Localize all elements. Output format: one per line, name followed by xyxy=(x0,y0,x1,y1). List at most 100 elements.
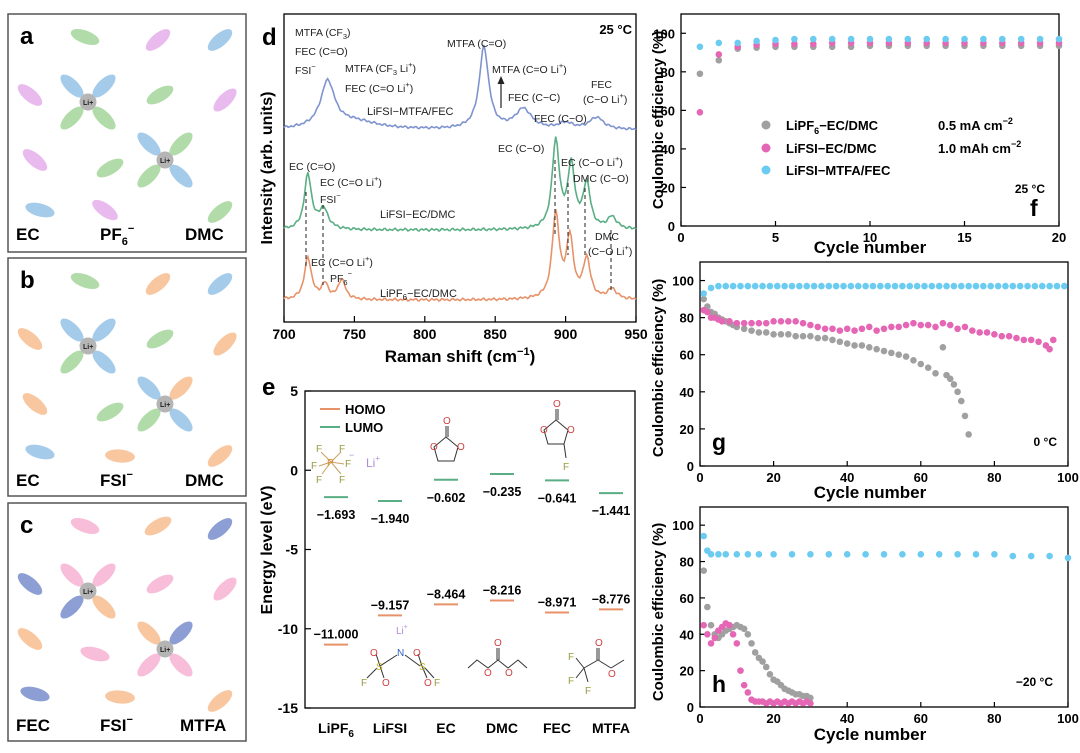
svg-text:O: O xyxy=(370,648,378,659)
solvent-molecule xyxy=(96,402,124,422)
data-point xyxy=(726,318,733,325)
ann-fsi-mid: FSI− xyxy=(320,191,341,206)
data-point xyxy=(704,630,711,638)
svg-text:O: O xyxy=(553,399,561,410)
data-point xyxy=(740,625,748,633)
panel-d-arrow xyxy=(497,76,505,108)
data-point xyxy=(810,40,817,48)
y-tick-label: -10 xyxy=(278,621,298,637)
legend-lifsi-mtfa: LiFSI−MTFA/FEC xyxy=(786,163,891,178)
data-point xyxy=(803,282,811,290)
xcat-lifsi: LiFSI xyxy=(373,720,407,736)
structure-fec xyxy=(543,409,569,459)
data-point xyxy=(707,621,715,629)
panel-h-axes xyxy=(699,506,1069,708)
data-point xyxy=(748,327,755,334)
y-tick-label: 0 xyxy=(668,219,675,234)
data-point xyxy=(840,282,847,290)
svg-text:F: F xyxy=(316,475,322,486)
data-point xyxy=(810,35,817,43)
data-point xyxy=(954,325,961,333)
data-point xyxy=(1053,282,1061,290)
data-point xyxy=(1046,282,1053,290)
panel-g-axes xyxy=(699,261,1069,467)
data-point xyxy=(873,327,880,334)
panel-a-molecules: Li+ Li+ xyxy=(17,29,237,223)
svg-text:F: F xyxy=(568,676,574,687)
data-point xyxy=(814,334,822,342)
data-point xyxy=(1064,554,1072,562)
fsi-li: Li+ xyxy=(396,624,408,637)
data-point xyxy=(825,282,833,290)
solvation-cluster-arm xyxy=(60,563,84,587)
data-point xyxy=(939,344,947,351)
ann-fec-co2: FEC (C−O) xyxy=(534,113,587,125)
data-point xyxy=(836,338,844,346)
data-point xyxy=(770,318,777,325)
data-point xyxy=(884,282,891,290)
solvent-molecule xyxy=(213,88,237,112)
data-point xyxy=(843,550,851,558)
panel-c-label-mtfa: MTFA xyxy=(180,716,226,735)
data-point xyxy=(715,39,723,47)
solvent-molecule xyxy=(17,573,43,595)
svg-text:O: O xyxy=(505,668,513,679)
data-point xyxy=(891,282,899,290)
data-point xyxy=(829,325,836,333)
structure-dmc xyxy=(467,648,528,669)
ann-fec-cc: FEC (C−C) xyxy=(508,92,560,104)
data-point xyxy=(744,550,752,558)
panel-b: b Li+ Li+ EC FSI− DMC xyxy=(7,257,247,497)
panel-e-axes xyxy=(304,390,636,709)
solvation-cluster-arm xyxy=(169,376,193,400)
solvent-molecule xyxy=(96,158,124,178)
x-tick-label: 60 xyxy=(914,470,928,485)
data-point xyxy=(917,550,925,558)
data-point xyxy=(950,381,958,388)
data-point xyxy=(906,282,914,290)
solvent-molecule xyxy=(80,646,110,662)
solvent-molecule xyxy=(70,273,100,289)
data-point xyxy=(707,284,715,292)
raman-spectrum-lipf6-ec-dmc xyxy=(283,208,637,303)
panel-e-energy-levels: −11.000 −9.157 −8.464 −8.216 −8.971 −8.776 −1.… xyxy=(314,472,630,646)
data-point xyxy=(899,282,906,290)
data-point xyxy=(766,670,774,678)
solvation-cluster-li-ion xyxy=(79,337,97,355)
legend-lipf6-marker xyxy=(761,120,771,130)
data-point xyxy=(762,329,770,336)
data-point xyxy=(865,344,873,351)
data-point xyxy=(744,689,752,696)
data-point xyxy=(733,319,741,327)
solvent-molecule xyxy=(207,273,233,295)
data-point xyxy=(899,550,906,558)
panel-g-temperature: 0 °C xyxy=(1034,435,1058,449)
y-tick-label: 20 xyxy=(680,422,694,437)
structure-li-cation: Li+ xyxy=(366,454,380,470)
data-point xyxy=(762,663,770,671)
data-point xyxy=(751,282,759,290)
solvent-molecule xyxy=(144,516,172,536)
solvent-molecule xyxy=(20,686,50,702)
y-tick-label: 60 xyxy=(680,591,694,606)
ann-mtfa-co: MTFA (C=O) xyxy=(447,38,506,50)
svg-text:O: O xyxy=(430,442,438,453)
data-point xyxy=(904,35,912,43)
data-point xyxy=(711,634,719,642)
condition-capacity: 1.0 mAh cm−2 xyxy=(938,139,1021,156)
energy-value-label: −8.464 xyxy=(427,587,466,601)
data-point xyxy=(869,282,877,290)
data-point xyxy=(1005,332,1013,340)
data-point xyxy=(1061,282,1068,290)
panel-a-letter: a xyxy=(20,23,34,50)
solvation-cluster-arm xyxy=(60,74,84,98)
svg-text:S: S xyxy=(419,662,426,673)
data-point xyxy=(923,35,930,43)
ann-ec-co-li-bot: EC (C=O Li+) xyxy=(311,254,373,269)
solvent-molecule xyxy=(207,690,233,712)
data-point xyxy=(707,550,715,558)
data-point xyxy=(987,282,995,290)
x-tick-label: 700 xyxy=(272,326,296,342)
data-point xyxy=(843,325,851,333)
y-tick-label: 20 xyxy=(680,664,694,679)
